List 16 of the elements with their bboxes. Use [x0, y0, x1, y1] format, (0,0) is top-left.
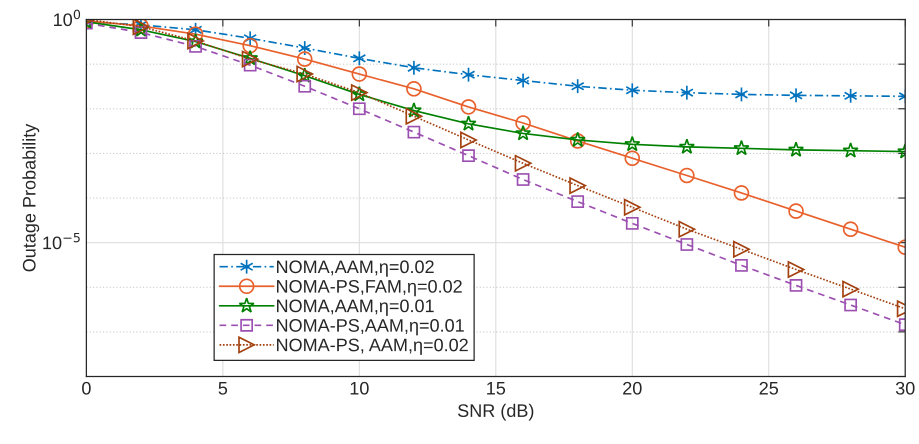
x-tick-label: 0	[82, 382, 91, 395]
x-tick-label: 10	[350, 382, 369, 395]
x-tick-label: 30	[896, 382, 915, 395]
x-tick-label: 25	[760, 382, 778, 395]
y-tick-label: 10$^{0}$	[54, 10, 80, 26]
x-axis-title: SNR (dB)	[458, 404, 534, 421]
legend-label: NOMA-PS,FAM,η=0.02	[277, 280, 462, 296]
x-tick-label: 15	[487, 382, 506, 395]
x-tick-label: 5	[218, 382, 228, 395]
legend-label: NOMA,AAM,η=0.02	[277, 260, 434, 277]
y-axis-title: Outage Probability	[22, 124, 40, 272]
legend-label: NOMA-PS,AAM,η=0.01	[277, 319, 464, 336]
legend-label: NOMA,AAM,η=0.01	[277, 299, 434, 316]
legend-label: NOMA-PS, AAM,η=0.02	[277, 338, 468, 355]
x-tick-label: 20	[623, 382, 642, 395]
y-tick-label: 10$^{−5}$	[43, 232, 80, 250]
